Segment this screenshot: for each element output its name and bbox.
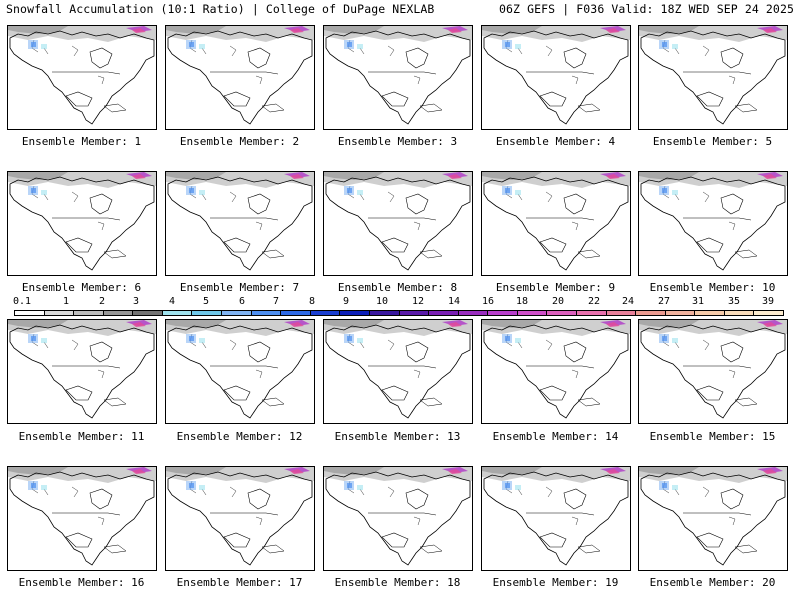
legend-label: 1: [62, 296, 70, 307]
ensemble-member-caption: Ensemble Member: 17: [176, 576, 303, 589]
legend-label: 24: [621, 296, 635, 307]
legend-label: 16: [481, 296, 495, 307]
legend-swatch: [547, 311, 577, 315]
ensemble-member-caption: Ensemble Member: 4: [495, 135, 616, 148]
legend-label: 39: [761, 296, 775, 307]
legend-swatch: [754, 311, 784, 315]
ensemble-map-10: [638, 171, 788, 276]
ensemble-map-14: [481, 319, 631, 424]
legend-label: 0.1: [12, 296, 32, 307]
legend-swatch: [665, 311, 696, 315]
legend-label: 27: [657, 296, 671, 307]
ensemble-map-2: [165, 25, 315, 130]
ensemble-map-6: [7, 171, 157, 276]
ensemble-member-caption: Ensemble Member: 2: [179, 135, 300, 148]
ensemble-map-9: [481, 171, 631, 276]
ensemble-member-caption: Ensemble Member: 15: [649, 430, 776, 443]
legend-swatch: [281, 311, 311, 315]
ensemble-member-caption: Ensemble Member: 20: [649, 576, 776, 589]
legend-swatch: [15, 311, 45, 315]
legend-label: 18: [515, 296, 529, 307]
legend-swatch: [192, 311, 223, 315]
ensemble-member-caption: Ensemble Member: 7: [179, 281, 300, 294]
legend-swatch: [222, 311, 252, 315]
ensemble-member-caption: Ensemble Member: 12: [176, 430, 303, 443]
legend-swatch: [399, 311, 430, 315]
legend-label: 31: [691, 296, 705, 307]
legend-label: 20: [551, 296, 565, 307]
ensemble-map-12: [165, 319, 315, 424]
legend-swatch: [488, 311, 518, 315]
legend-label: 2: [98, 296, 106, 307]
legend-label: 7: [272, 296, 280, 307]
legend-swatch: [251, 311, 282, 315]
ensemble-member-caption: Ensemble Member: 1: [21, 135, 142, 148]
ensemble-map-13: [323, 319, 473, 424]
ensemble-member-caption: Ensemble Member: 16: [18, 576, 145, 589]
legend-label: 6: [238, 296, 246, 307]
legend-label: 14: [447, 296, 461, 307]
ensemble-map-16: [7, 466, 157, 571]
ensemble-map-5: [638, 25, 788, 130]
ensemble-member-caption: Ensemble Member: 13: [334, 430, 461, 443]
title-right: 06Z GEFS | F036 Valid: 18Z WED SEP 24 20…: [499, 2, 794, 16]
ensemble-member-caption: Ensemble Member: 9: [495, 281, 616, 294]
legend-label: 22: [587, 296, 601, 307]
legend-swatch: [606, 311, 637, 315]
ensemble-member-caption: Ensemble Member: 8: [337, 281, 458, 294]
ensemble-member-caption: Ensemble Member: 18: [334, 576, 461, 589]
legend-swatch: [133, 311, 163, 315]
legend-swatch: [724, 311, 755, 315]
legend-label: 10: [375, 296, 389, 307]
legend-swatch: [458, 311, 489, 315]
legend-labels: 0.1 1 2 3 4 5 6 7 8 9 10 12 14 16 18 20 22 24 27 31 35 39: [12, 296, 784, 310]
legend-label: 5: [202, 296, 210, 307]
legend-swatch: [636, 311, 666, 315]
legend-label: 35: [727, 296, 741, 307]
ensemble-member-caption: Ensemble Member: 6: [21, 281, 142, 294]
snowfall-legend: [14, 310, 784, 316]
legend-label: 8: [308, 296, 316, 307]
legend-label: 3: [132, 296, 140, 307]
legend-swatch: [74, 311, 104, 315]
legend-label: 4: [168, 296, 176, 307]
legend-swatch: [103, 311, 134, 315]
legend-label: 9: [342, 296, 350, 307]
ensemble-map-18: [323, 466, 473, 571]
ensemble-member-caption: Ensemble Member: 5: [652, 135, 773, 148]
ensemble-map-7: [165, 171, 315, 276]
ensemble-member-caption: Ensemble Member: 3: [337, 135, 458, 148]
legend-swatch: [695, 311, 725, 315]
ensemble-map-20: [638, 466, 788, 571]
legend-swatch: [340, 311, 370, 315]
legend-swatch: [44, 311, 75, 315]
ensemble-map-17: [165, 466, 315, 571]
title-left: Snowfall Accumulation (10:1 Ratio) | Col…: [6, 2, 435, 16]
ensemble-member-caption: Ensemble Member: 11: [18, 430, 145, 443]
legend-label: 12: [411, 296, 425, 307]
legend-swatch: [369, 311, 400, 315]
ensemble-map-1: [7, 25, 157, 130]
ensemble-member-caption: Ensemble Member: 14: [492, 430, 619, 443]
legend-swatch: [310, 311, 341, 315]
ensemble-map-15: [638, 319, 788, 424]
ensemble-map-19: [481, 466, 631, 571]
ensemble-member-caption: Ensemble Member: 19: [492, 576, 619, 589]
ensemble-map-3: [323, 25, 473, 130]
ensemble-member-caption: Ensemble Member: 10: [649, 281, 776, 294]
ensemble-map-8: [323, 171, 473, 276]
legend-swatch: [576, 311, 607, 315]
ensemble-map-11: [7, 319, 157, 424]
legend-swatch: [162, 311, 193, 315]
legend-swatch: [429, 311, 459, 315]
ensemble-map-4: [481, 25, 631, 130]
legend-swatch: [517, 311, 548, 315]
